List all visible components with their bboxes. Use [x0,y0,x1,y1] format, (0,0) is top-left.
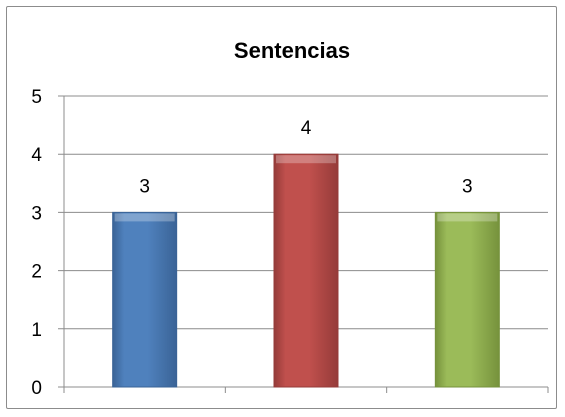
y-tick-label: 0 [31,378,42,399]
y-tick-label: 1 [31,320,42,341]
bars [112,153,500,388]
chart-title: Sentencias [234,38,350,63]
bar-highlight [114,213,175,222]
data-labels: 3 4 3 [139,118,472,197]
bar-value-label: 3 [139,176,150,197]
bar-highlight [276,155,336,164]
bar-value-label: 4 [301,118,312,139]
y-tick-label: 2 [31,262,42,283]
y-axis: 0 1 2 3 4 5 [31,87,65,399]
x-axis [63,386,549,393]
bar-2 [273,153,339,388]
bar-value-label: 3 [462,176,473,197]
bar-3 [434,211,500,388]
bar-highlight [437,213,498,222]
y-tick-label: 3 [31,203,42,224]
bar-1 [112,211,178,388]
y-tick-label: 5 [31,87,42,108]
y-tick-label: 4 [31,145,42,166]
